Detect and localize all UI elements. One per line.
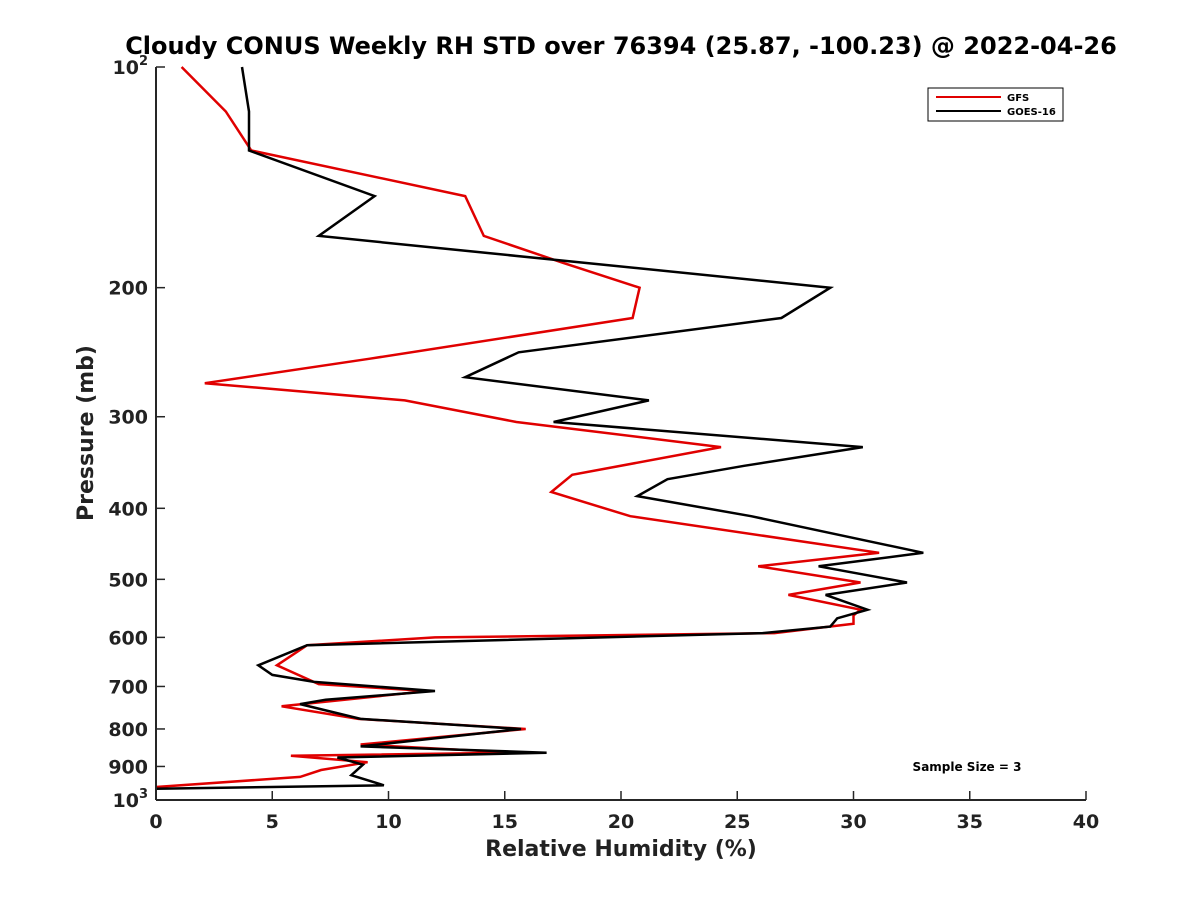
x-tick-label: 10 bbox=[375, 811, 401, 833]
legend-box bbox=[927, 87, 1064, 122]
y-tick-label: 300 bbox=[108, 407, 148, 429]
y-tick-label: 102 bbox=[113, 54, 149, 79]
x-tick-label: 25 bbox=[724, 811, 750, 833]
x-axis-ticks: 0 5 10 15 20 25 30 35 40 bbox=[149, 791, 1099, 833]
x-tick-label: 5 bbox=[266, 811, 279, 833]
x-tick-label: 40 bbox=[1073, 811, 1099, 833]
legend-label-goes16: GOES-16 bbox=[1007, 107, 1056, 118]
series-layer bbox=[155, 66, 924, 790]
plot-area: 0 5 10 15 20 25 30 35 40 102 200 300 400 500 600 700 80… bbox=[108, 54, 1099, 833]
y-tick-label: 700 bbox=[108, 676, 148, 698]
y-tick-label: 800 bbox=[108, 719, 148, 741]
y-tick-label: 400 bbox=[108, 498, 148, 520]
x-tick-label: 0 bbox=[149, 811, 162, 833]
legend: GFS GOES-16 bbox=[927, 87, 1064, 122]
x-tick-label: 30 bbox=[840, 811, 866, 833]
y-tick-label: 200 bbox=[108, 278, 148, 300]
x-tick-label: 20 bbox=[608, 811, 634, 833]
y-tick-label: 600 bbox=[108, 627, 148, 649]
y-tick-label: 500 bbox=[108, 569, 148, 591]
chart-title: Cloudy CONUS Weekly RH STD over 76394 (2… bbox=[125, 32, 1117, 60]
x-tick-label: 35 bbox=[957, 811, 983, 833]
y-tick-label: 103 bbox=[113, 787, 149, 812]
y-axis-label: Pressure (mb) bbox=[74, 345, 99, 521]
sample-size-annotation: Sample Size = 3 bbox=[913, 760, 1022, 774]
y-axis-ticks: 102 200 300 400 500 600 700 800 900 103 bbox=[108, 54, 165, 812]
series-line-goes-16 bbox=[155, 66, 924, 790]
x-tick-label: 15 bbox=[492, 811, 518, 833]
legend-label-gfs: GFS bbox=[1007, 93, 1029, 104]
y-tick-label: 900 bbox=[108, 756, 148, 778]
x-axis-label: Relative Humidity (%) bbox=[485, 837, 757, 862]
